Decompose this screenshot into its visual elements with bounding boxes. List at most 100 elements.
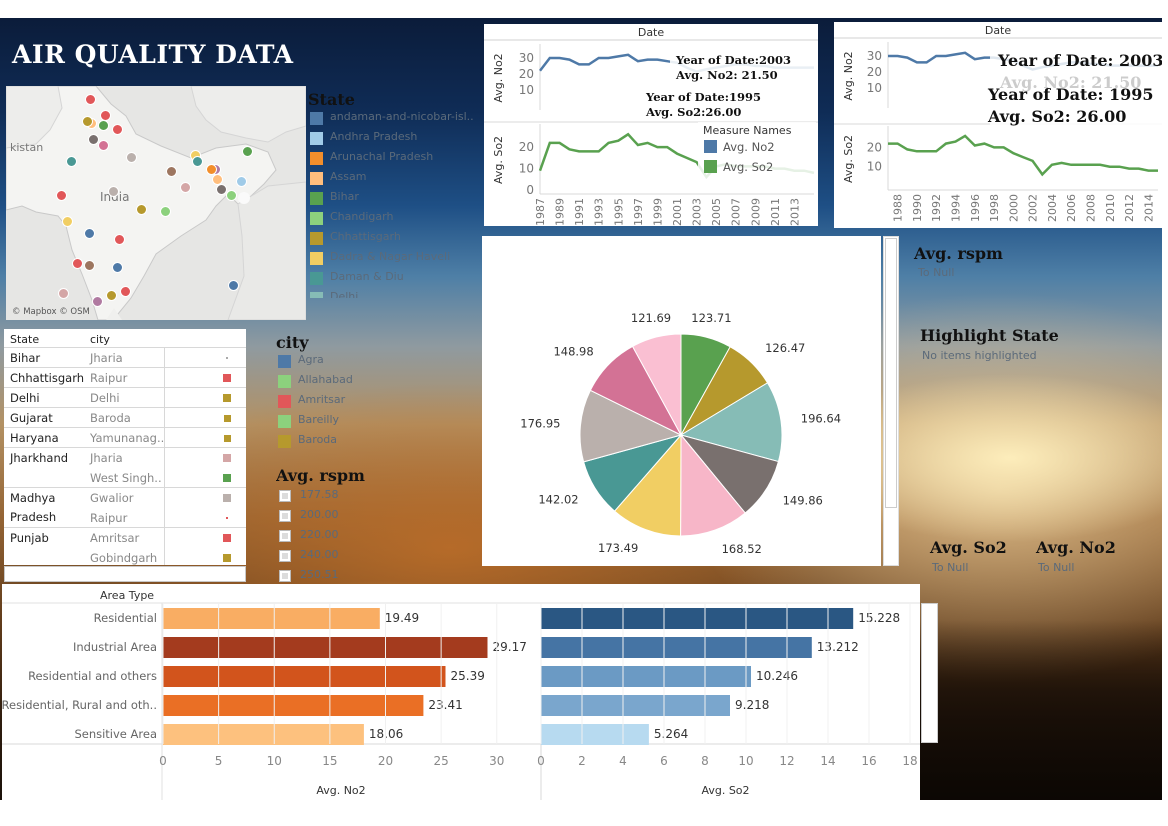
map-marker[interactable] [84,228,95,239]
map-marker[interactable] [160,206,171,217]
bar-header-area-type: Area Type [100,589,154,602]
measure-legend-title: Measure Names [703,124,792,137]
x-tick-label: 1993 [593,198,606,226]
map-marker[interactable] [82,116,93,127]
map-marker[interactable] [62,216,73,227]
pie-chart[interactable]: 123.71 126.47 196.64 149.86 168.52 173.49 142.… [482,236,881,566]
map-marker[interactable] [72,258,83,269]
pie-slice [679,382,783,463]
bar-value-label: 10.246 [756,669,798,683]
map-marker[interactable] [126,152,137,163]
x-tick-label: 2006 [1065,194,1078,222]
y-tick-label: 10 [519,162,534,176]
legend-swatch [310,292,323,298]
x-tick-label: 1991 [573,198,586,226]
x-tick-label: 16 [861,754,876,768]
highlight-state-title: Highlight State [920,326,1059,345]
map-marker[interactable] [180,182,191,193]
table-row[interactable]: Delhi Delhi [4,387,246,407]
map-marker[interactable] [112,124,123,135]
city-legend[interactable]: city Agra Allahabad Amritsar Bareilly Baroda [276,333,456,457]
legend-swatch [310,152,323,165]
table-row[interactable]: Madhya Pradesh Gwalior Raipur [4,487,246,527]
map-marker[interactable] [120,286,131,297]
table-header-city: city [90,333,110,346]
bar [163,637,488,658]
table-cell-city: Baroda [90,411,131,425]
map-marker[interactable] [236,176,247,187]
map-marker[interactable] [192,156,203,167]
bar-charts[interactable]: Area Type Residential Industrial Area Resid… [2,584,920,800]
state-city-table[interactable]: State city Bihar Jharia Chhattisgarh Raipur… [4,329,246,565]
legend-swatch [278,375,291,388]
tooltip-no2-value: Avg. No2: 21.50 [675,68,778,82]
table-divider [164,347,165,565]
map-marker[interactable] [228,280,239,291]
x-tick-label: 2014 [1142,194,1155,222]
x-tick-label: 14 [820,754,835,768]
bar-value-label: 9.218 [735,698,769,712]
map-marker[interactable] [58,288,69,299]
pie-scrollbar-thumb[interactable] [885,238,897,508]
x-tick-label: 2001 [671,198,684,226]
map-marker[interactable] [166,166,177,177]
table-cell-mark [223,434,231,442]
map-marker[interactable] [66,156,77,167]
pie-slice-label: 173.49 [598,541,638,555]
tooltip-so2-year: Year of Date: 1995 [987,85,1154,104]
map-marker[interactable] [56,190,67,201]
table-scrollbar[interactable] [4,566,246,582]
bar-category-label: Residential and others [28,669,157,683]
map-marker[interactable] [98,120,109,131]
map-marker[interactable] [92,296,103,307]
map-marker[interactable] [136,204,147,215]
no2-filter-value[interactable]: To Null [1038,561,1075,574]
state-legend[interactable]: State andaman-and-nicobar-isl.. Andhra Pr… [308,90,480,298]
x-tick-label: 1998 [988,194,1001,222]
map-marker[interactable] [84,260,95,271]
x-tick-label: 1995 [612,198,625,226]
x-tick-label: 1987 [534,198,547,226]
map-marker[interactable] [226,190,237,201]
x-tick-label: 2011 [769,198,782,226]
table-row[interactable]: Haryana Yamunanag.. [4,427,246,447]
table-cell-state: Gujarat [10,411,53,425]
rspm-filter-value[interactable]: To Null [918,266,955,279]
so2-filter-value[interactable]: To Null [932,561,969,574]
map-marker[interactable] [85,94,96,105]
line-chart-small[interactable]: Date Avg. No2 10 20 30 Avg. So2 0 10 20 1987 1989 1… [484,24,818,226]
map-marker[interactable] [108,186,119,197]
pie-scrollbar[interactable] [883,236,899,566]
map-marker[interactable] [106,290,117,301]
map-marker[interactable] [242,146,253,157]
map-marker[interactable] [212,174,223,185]
highlight-state-value[interactable]: No items highlighted [922,349,1037,362]
rspm-legend[interactable]: Avg. rspm 177.58 200.00 220.00 240.00 250.51 [276,466,456,586]
map-marker[interactable] [206,164,217,175]
table-row[interactable]: Chhattisgarh Raipur [4,367,246,387]
size-swatch [279,550,291,562]
pie-slice-label: 176.95 [520,417,560,431]
india-map[interactable]: kistan India © Mapbox © OSM [6,86,306,320]
rspm-legend-label: 200.00 [300,508,339,521]
table-cell-mark [223,534,231,542]
bar-scrollbar[interactable] [921,603,938,743]
bar-value-label: 15.228 [858,611,900,625]
map-marker[interactable] [98,140,109,151]
city-legend-label: Baroda [298,433,338,446]
map-marker[interactable] [88,134,99,145]
map-marker[interactable] [114,234,125,245]
map-marker[interactable] [216,184,227,195]
table-row[interactable]: Gujarat Baroda [4,407,246,427]
pie-slice [579,389,683,463]
line-chart-large[interactable]: Date Avg. No2 10 20 30 Avg. So2 10 20 1988 1990 19… [834,22,1164,228]
table-cell-city: Delhi [90,391,120,405]
x-tick-label: 20 [378,754,393,768]
x-tick-label: 10 [738,754,753,768]
table-cell-mark [223,394,231,402]
map-marker[interactable] [112,262,123,273]
table-row[interactable]: Punjab Amritsar Gobindgarh [4,527,246,565]
table-row[interactable]: Bihar Jharia [4,347,246,367]
table-row[interactable]: Jharkhand Jharia West Singh.. [4,447,246,487]
